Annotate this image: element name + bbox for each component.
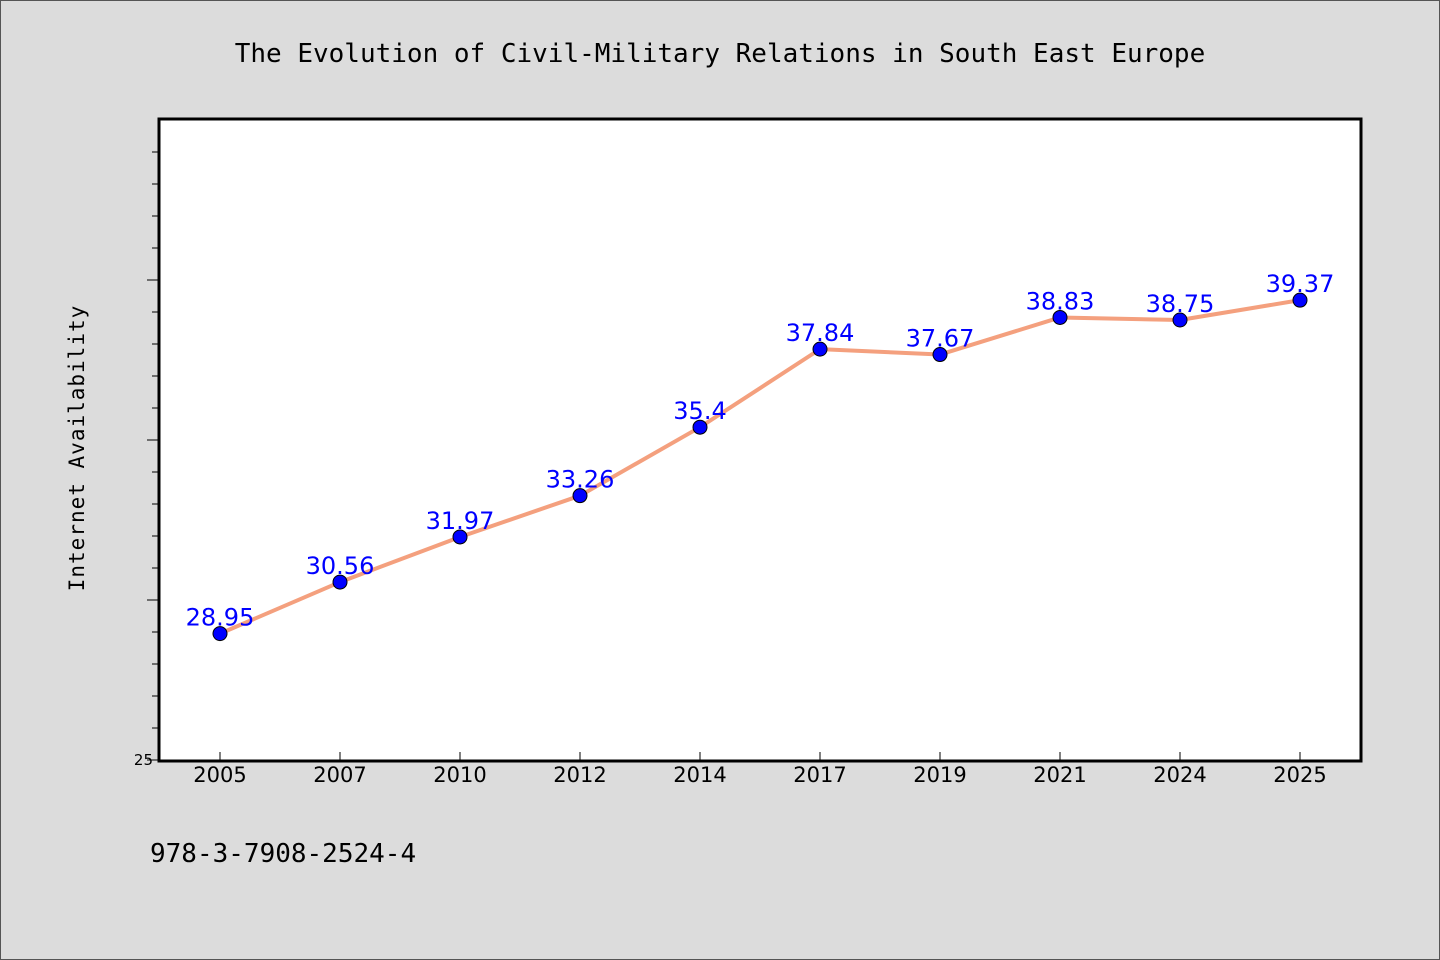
data-point-marker — [1052, 309, 1068, 325]
data-point-marker — [572, 488, 588, 504]
x-tick-label: 2010 — [433, 763, 486, 787]
data-point-marker — [692, 419, 708, 435]
chart-title: The Evolution of Civil-Military Relation… — [235, 39, 1206, 69]
x-tick-label: 2012 — [553, 763, 606, 787]
data-label: 33.26 — [546, 466, 615, 494]
x-tick-label: 2007 — [313, 763, 366, 787]
x-axis-ticks: 2005 2007 2010 2012 2014 2017 2019 2021 2024 2025 — [193, 752, 1327, 787]
data-label: 38.75 — [1146, 290, 1215, 318]
x-tick-label: 2024 — [1153, 763, 1206, 787]
series-line — [218, 298, 1302, 636]
data-labels: 28.95 30.56 31.97 33.26 35.4 37.84 37.67 38.83 3… — [186, 270, 1335, 631]
plot-area — [157, 117, 1363, 763]
data-point-marker — [932, 347, 948, 363]
x-tick-label: 2014 — [673, 763, 726, 787]
y-axis-label: Internet Availability — [65, 305, 89, 592]
data-point-marker — [332, 574, 348, 590]
data-point-marker — [212, 626, 228, 642]
data-label: 35.4 — [673, 397, 726, 425]
data-label: 37.67 — [906, 325, 975, 353]
x-tick-label: 2019 — [913, 763, 966, 787]
series-line-group — [218, 298, 1302, 636]
y-tick-label: 25 — [134, 751, 153, 769]
data-point-marker — [1172, 312, 1188, 328]
y-axis-ticks: 25 — [134, 151, 160, 769]
x-tick-label: 2005 — [193, 763, 246, 787]
data-label: 30.56 — [306, 552, 375, 580]
data-point-marker — [1292, 292, 1308, 308]
x-tick-label: 2017 — [793, 763, 846, 787]
x-tick-label: 2021 — [1033, 763, 1086, 787]
data-label: 39.37 — [1266, 270, 1335, 298]
data-label: 28.95 — [186, 604, 255, 632]
isbn-text: 978-3-7908-2524-4 — [150, 839, 416, 869]
data-point-marker — [452, 529, 468, 545]
data-markers — [212, 292, 1308, 642]
data-point-marker — [812, 341, 828, 357]
data-label: 31.97 — [426, 507, 495, 535]
data-label: 37.84 — [786, 319, 855, 347]
data-label: 38.83 — [1026, 287, 1095, 315]
x-tick-label: 2025 — [1273, 763, 1326, 787]
